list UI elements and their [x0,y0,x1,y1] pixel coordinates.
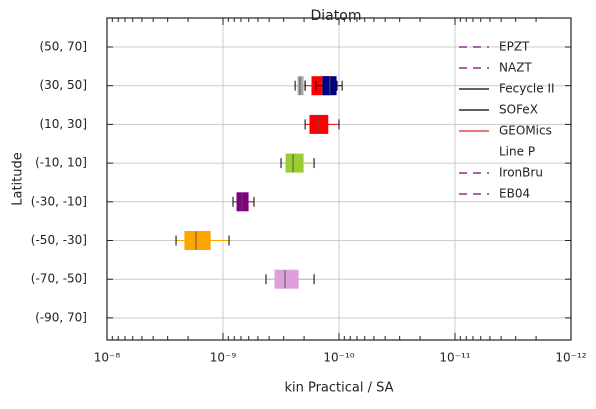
y-axis-label: Latitude [11,152,26,206]
legend-label: NAZT [499,61,532,75]
y-tick-label: (-70, -50] [31,272,87,286]
box [309,114,329,134]
y-tick-label: (-50, -30] [31,233,87,247]
y-tick-label: (-90, 70] [35,310,87,324]
legend-label: GEOMics [499,124,552,138]
x-tick-label: 10⁻¹⁰ [323,351,354,365]
legend-label: Line P [499,145,535,159]
legend-label: SOFeX [499,103,538,117]
legend-label: EB04 [499,187,530,201]
box [285,153,304,173]
y-tick-label: (30, 50] [39,78,87,92]
x-tick-label: 10⁻¹² [555,351,586,365]
x-tick-label: 10⁻¹¹ [439,351,470,365]
y-tick-label: (10, 30] [39,117,87,131]
x-tick-label: 10⁻⁸ [94,351,121,365]
legend-label: IronBru [499,166,543,180]
box [297,76,304,96]
chart-title: Diatom [311,8,362,24]
y-tick-label: (-10, 10] [35,156,87,170]
legend-label: EPZT [499,40,530,54]
box [274,269,299,289]
y-tick-label: (-30, -10] [31,194,87,208]
box [236,192,249,212]
legend-label: Fecycle II [499,82,555,96]
plot-frame [106,17,572,341]
x-axis-label: kin Practical / SA [284,381,393,396]
y-tick-label: (50, 70] [39,40,87,54]
box [184,231,211,250]
x-tick-label: 10⁻⁹ [210,351,237,365]
